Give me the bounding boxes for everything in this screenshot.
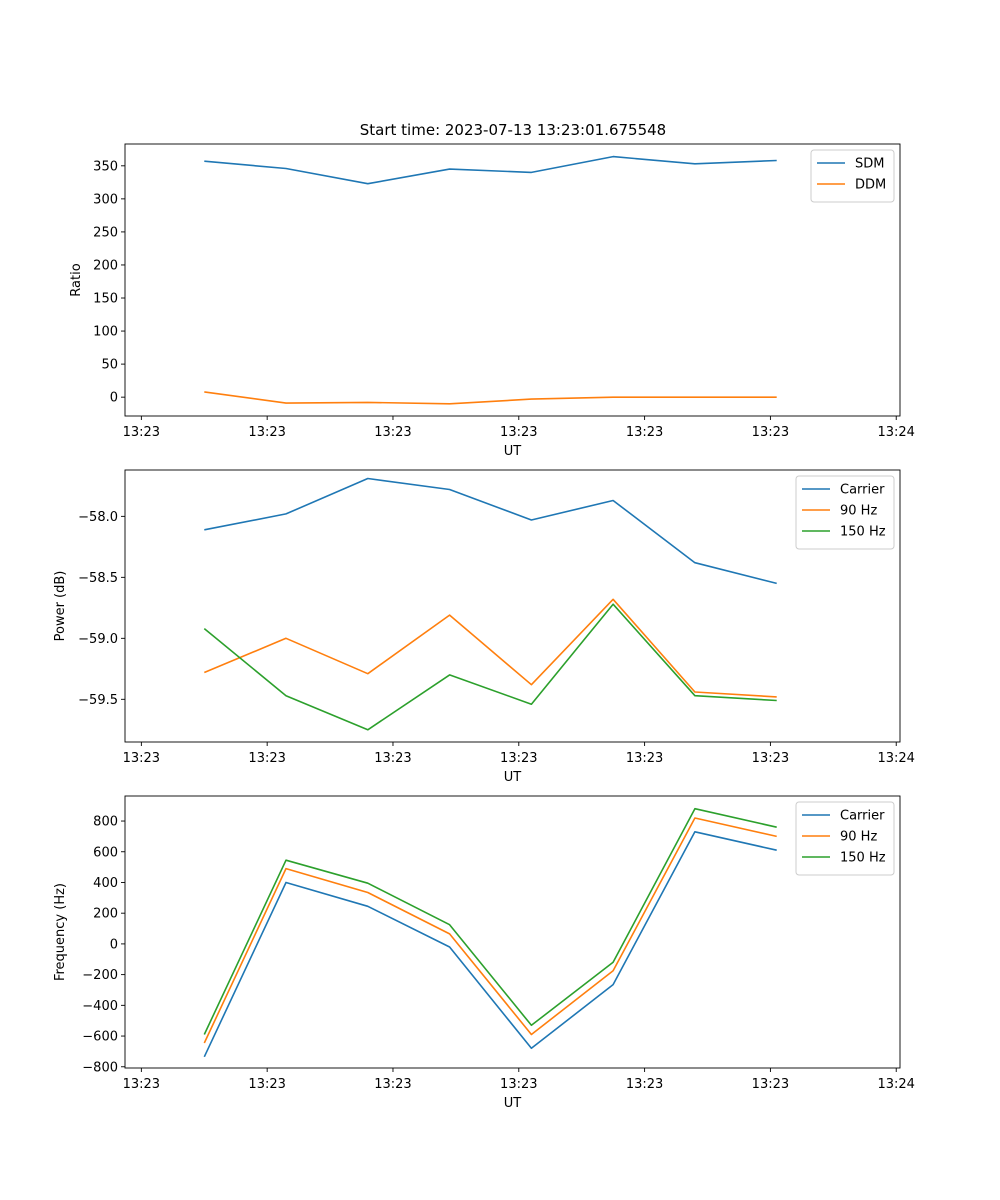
power-legend-label: 150 Hz <box>840 525 886 540</box>
frequency-series-150-hz <box>203 807 777 1035</box>
frequency-axes-frame <box>124 795 901 1069</box>
frequency-x-tick-label: 13:23 <box>752 1077 789 1092</box>
frequency-y-tick-label: 400 <box>93 876 118 891</box>
frequency-panel: 13:23 13:23 13:23 13:23 13:23 13:23 13:24 −800 −… <box>53 795 915 1111</box>
ratio-y-tick-label: 250 <box>93 225 118 240</box>
ratio-panel: 13:23 13:23 13:23 13:23 13:23 13:23 13:24 0 50 10… <box>69 143 915 459</box>
ratio-x-axis-label: UT <box>504 444 522 459</box>
ratio-y-tick-label: 150 <box>93 292 118 307</box>
frequency-y-tick-label: −200 <box>82 968 118 983</box>
frequency-y-axis-label: Frequency (Hz) <box>53 883 68 981</box>
ratio-legend-label: DDM <box>855 178 886 193</box>
ratio-y-tick-label: 350 <box>93 159 118 174</box>
ratio-legend-label: SDM <box>855 157 884 172</box>
frequency-x-axis-label: UT <box>504 1096 522 1111</box>
ratio-x-tick-label: 13:23 <box>248 425 285 440</box>
power-axes-frame <box>124 469 901 743</box>
ratio-x-tick-label: 13:23 <box>752 425 789 440</box>
power-panel: 13:23 13:23 13:23 13:23 13:23 13:23 13:24 −59.5… <box>53 469 915 785</box>
frequency-legend-label: Carrier <box>840 809 885 824</box>
ratio-y-tick-label: 300 <box>93 192 118 207</box>
ratio-y-tick-label: 100 <box>93 325 118 340</box>
power-y-axis-label: Power (dB) <box>53 571 68 642</box>
figure-title: Start time: 2023-07-13 13:23:01.675548 <box>360 121 666 139</box>
ratio-series-sdm <box>204 155 777 185</box>
frequency-y-tick-label: 800 <box>93 815 118 830</box>
power-legend-label: Carrier <box>840 483 885 498</box>
power-y-tick-label: −58.0 <box>78 510 118 525</box>
frequency-legend-label: 90 Hz <box>840 830 877 845</box>
frequency-legend-label: 150 Hz <box>840 851 886 866</box>
ratio-series-ddm <box>204 391 777 405</box>
frequency-x-tick-label: 13:23 <box>626 1077 663 1092</box>
power-y-tick-label: −58.5 <box>78 571 118 586</box>
ratio-y-tick-label: 0 <box>110 391 118 406</box>
power-y-tick-label: −59.5 <box>78 693 118 708</box>
frequency-x-tick-label: 13:23 <box>123 1077 160 1092</box>
frequency-y-tick-label: −400 <box>82 999 118 1014</box>
power-series-150-hz <box>203 603 777 731</box>
power-x-tick-label: 13:23 <box>626 751 663 766</box>
frequency-series-carrier <box>203 830 777 1058</box>
frequency-x-tick-label: 13:23 <box>248 1077 285 1092</box>
power-y-tick-label: −59.0 <box>78 632 118 647</box>
ratio-y-axis-label: Ratio <box>69 263 84 296</box>
power-x-axis-label: UT <box>504 770 522 785</box>
ratio-x-tick-label: 13:23 <box>500 425 537 440</box>
frequency-y-tick-label: 200 <box>93 907 118 922</box>
frequency-series-90-hz <box>203 817 777 1044</box>
ratio-x-tick-label: 13:23 <box>374 425 411 440</box>
frequency-x-tick-label: 13:23 <box>500 1077 537 1092</box>
ratio-x-tick-label: 13:23 <box>626 425 663 440</box>
frequency-x-tick-label: 13:23 <box>374 1077 411 1092</box>
power-x-tick-label: 13:23 <box>248 751 285 766</box>
frequency-y-tick-label: 600 <box>93 845 118 860</box>
power-legend-label: 90 Hz <box>840 504 877 519</box>
frequency-y-tick-label: −800 <box>82 1060 118 1075</box>
power-series-carrier <box>204 477 777 585</box>
frequency-x-tick-label: 13:24 <box>877 1077 914 1092</box>
power-series-90-hz <box>203 598 777 698</box>
power-x-tick-label: 13:23 <box>123 751 160 766</box>
ratio-y-tick-label: 200 <box>93 258 118 273</box>
ratio-axes-frame <box>124 143 901 417</box>
ratio-y-tick-label: 50 <box>101 358 118 373</box>
power-x-tick-label: 13:24 <box>877 751 914 766</box>
power-x-tick-label: 13:23 <box>374 751 411 766</box>
frequency-y-tick-label: 0 <box>110 937 118 952</box>
power-x-tick-label: 13:23 <box>752 751 789 766</box>
ratio-x-tick-label: 13:23 <box>123 425 160 440</box>
power-x-tick-label: 13:23 <box>500 751 537 766</box>
ratio-x-tick-label: 13:24 <box>877 425 914 440</box>
frequency-y-tick-label: −600 <box>82 1030 118 1045</box>
